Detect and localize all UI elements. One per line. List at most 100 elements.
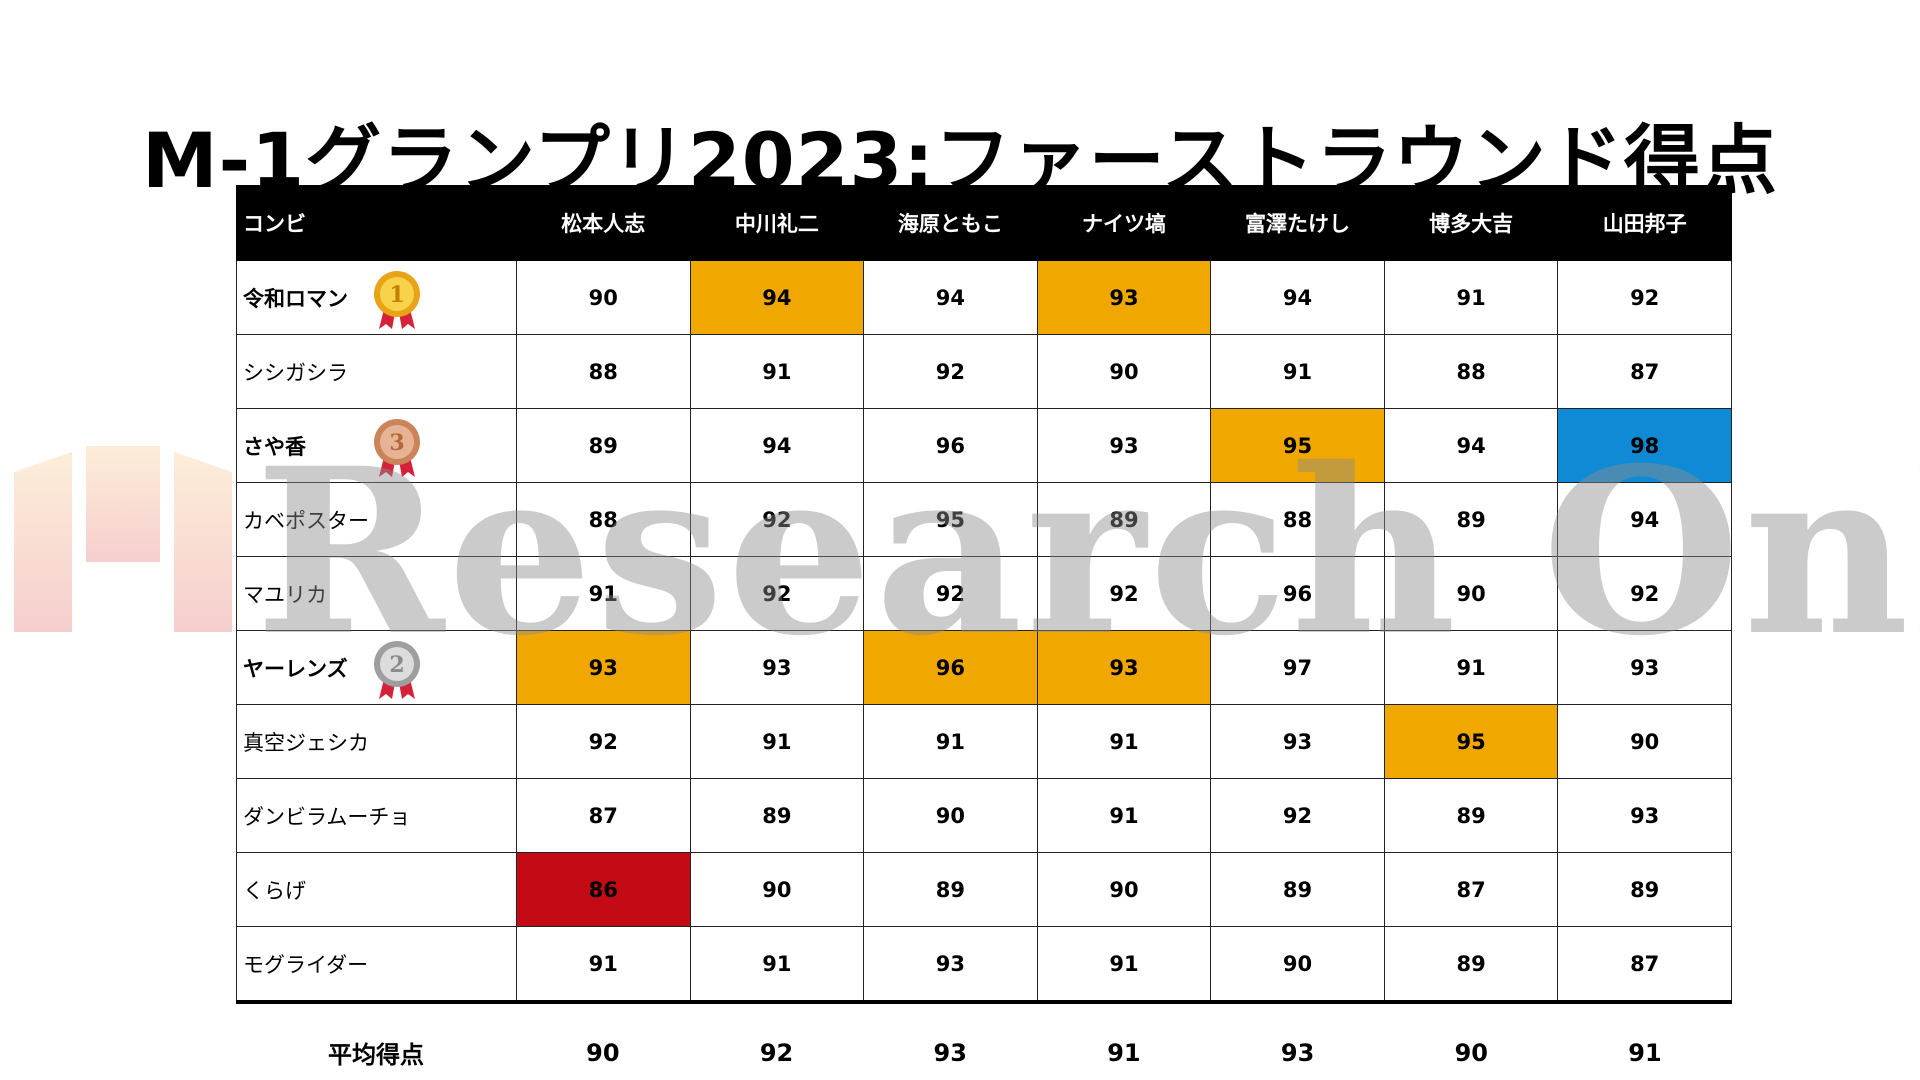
combi-label: マユリカ: [243, 582, 327, 607]
score-cell: 89: [689, 778, 865, 853]
combi-name: 真空ジェシカ: [236, 704, 517, 779]
table-row: ヤーレンズ 2 93 93 96 93 97 91 93: [236, 630, 1732, 705]
silver-medal-2-icon: 2: [370, 639, 424, 701]
average-value: 90: [586, 1038, 620, 1067]
average-label: 平均得点: [328, 1041, 424, 1069]
score-cell: 92: [1036, 556, 1212, 631]
combi-name: シシガシラ: [236, 334, 517, 409]
column-header-judge: 山田邦子: [1557, 185, 1732, 261]
average-value: 93: [1280, 1038, 1315, 1067]
score-cell: 93: [1557, 630, 1732, 705]
score-cell: 92: [1557, 260, 1732, 335]
table-row: 真空ジェシカ 92 91 91 91 93 95 90: [236, 704, 1732, 779]
column-header-judge: 富澤たけし: [1210, 185, 1385, 261]
score-cell: 93: [1036, 408, 1212, 483]
score-cell: 86: [516, 852, 691, 927]
gold-medal-1-icon: 1: [370, 269, 424, 331]
score-cell: 95: [1210, 408, 1385, 483]
table-row: カベポスター 88 92 95 89 88 89 94: [236, 482, 1732, 557]
score-cell: 87: [516, 778, 691, 853]
score-cell: 87: [1557, 334, 1732, 409]
column-header-judge: 博多大吉: [1383, 185, 1559, 261]
score-cell: 91: [1036, 704, 1212, 779]
score-cell: 92: [689, 556, 865, 631]
combi-name: ダンビラムーチョ: [236, 778, 517, 853]
score-cell: 90: [1036, 334, 1212, 409]
score-cell: 93: [863, 926, 1038, 1004]
score-cell: 94: [1557, 482, 1732, 557]
svg-text:2: 2: [389, 652, 404, 678]
score-cell: 89: [1557, 852, 1732, 927]
score-cell: 91: [689, 926, 865, 1004]
score-cell: 93: [516, 630, 691, 705]
svg-text:1: 1: [389, 282, 404, 308]
score-cell: 98: [1557, 408, 1732, 483]
combi-label: ダンビラムーチョ: [243, 804, 411, 829]
score-cell: 91: [689, 334, 865, 409]
score-cell: 90: [863, 778, 1038, 853]
combi-label: さや香: [243, 434, 306, 459]
watermark-logo: [14, 446, 232, 632]
score-cell: 87: [1557, 926, 1732, 1004]
score-cell: 95: [863, 482, 1038, 557]
score-cell: 89: [516, 408, 691, 483]
table-row: モグライダー 91 91 93 91 90 89 87: [236, 926, 1732, 1004]
column-header-judge: 松本人志: [516, 185, 691, 261]
average-value: 93: [933, 1038, 967, 1067]
score-cell: 90: [689, 852, 865, 927]
table-row: さや香 3 89 94 96 93 95 94 98: [236, 408, 1732, 483]
average-value: 92: [759, 1038, 794, 1067]
score-cell: 90: [1557, 704, 1732, 779]
average-row: 平均得点 90 92 93 91 93 90 91: [236, 1035, 1732, 1070]
table-row: マユリカ 91 92 92 92 96 90 92: [236, 556, 1732, 631]
table-row: シシガシラ 88 91 92 90 91 88 87: [236, 334, 1732, 409]
svg-text:3: 3: [389, 430, 404, 456]
score-cell: 92: [863, 334, 1038, 409]
score-cell: 90: [1383, 556, 1559, 631]
score-cell: 91: [1210, 334, 1385, 409]
combi-label: 真空ジェシカ: [243, 730, 369, 755]
score-cell: 89: [863, 852, 1038, 927]
score-cell: 92: [516, 704, 691, 779]
score-cell: 93: [1557, 778, 1732, 853]
score-cell: 94: [689, 260, 865, 335]
table-header-row: コンビ 松本人志 中川礼二 海原ともこ ナイツ塙 富澤たけし 博多大吉 山田邦子: [236, 185, 1732, 261]
score-cell: 91: [863, 704, 1038, 779]
score-cell: 91: [689, 704, 865, 779]
score-cell: 93: [1210, 704, 1385, 779]
score-cell: 91: [516, 926, 691, 1004]
score-cell: 92: [689, 482, 865, 557]
bronze-medal-3-icon: 3: [370, 417, 424, 479]
score-cell: 91: [1036, 926, 1212, 1004]
score-cell: 89: [1383, 778, 1559, 853]
score-cell: 96: [1210, 556, 1385, 631]
combi-name: モグライダー: [236, 926, 517, 1004]
average-value: 91: [1107, 1038, 1141, 1067]
score-cell: 93: [1036, 630, 1212, 705]
column-header-combi: コンビ: [236, 185, 517, 261]
score-cell: 88: [516, 334, 691, 409]
combi-label: くらげ: [243, 878, 306, 903]
score-cell: 94: [689, 408, 865, 483]
column-header-judge: 中川礼二: [689, 185, 865, 261]
score-table: コンビ 松本人志 中川礼二 海原ともこ ナイツ塙 富澤たけし 博多大吉 山田邦子 令和ロマン…: [236, 185, 1732, 1004]
column-header-judge: ナイツ塙: [1036, 185, 1212, 261]
table-row: くらげ 86 90 89 90 89 87 89: [236, 852, 1732, 927]
score-cell: 92: [1557, 556, 1732, 631]
score-cell: 93: [689, 630, 865, 705]
column-header-judge: 海原ともこ: [863, 185, 1038, 261]
score-cell: 89: [1383, 926, 1559, 1004]
score-cell: 89: [1210, 852, 1385, 927]
combi-label: 令和ロマン: [243, 286, 348, 311]
table-body: 令和ロマン 1 90 94 94 93 94 91 92 シシガシラ 88 91 92 90 91 88 87 さ…: [236, 260, 1732, 1004]
combi-label: モグライダー: [243, 952, 369, 977]
score-cell: 94: [1210, 260, 1385, 335]
score-cell: 93: [1036, 260, 1212, 335]
combi-name: カベポスター: [236, 482, 517, 557]
score-cell: 88: [1383, 334, 1559, 409]
score-cell: 91: [1383, 630, 1559, 705]
score-cell: 96: [863, 408, 1038, 483]
score-cell: 96: [863, 630, 1038, 705]
combi-label: シシガシラ: [243, 360, 348, 385]
score-cell: 91: [1036, 778, 1212, 853]
